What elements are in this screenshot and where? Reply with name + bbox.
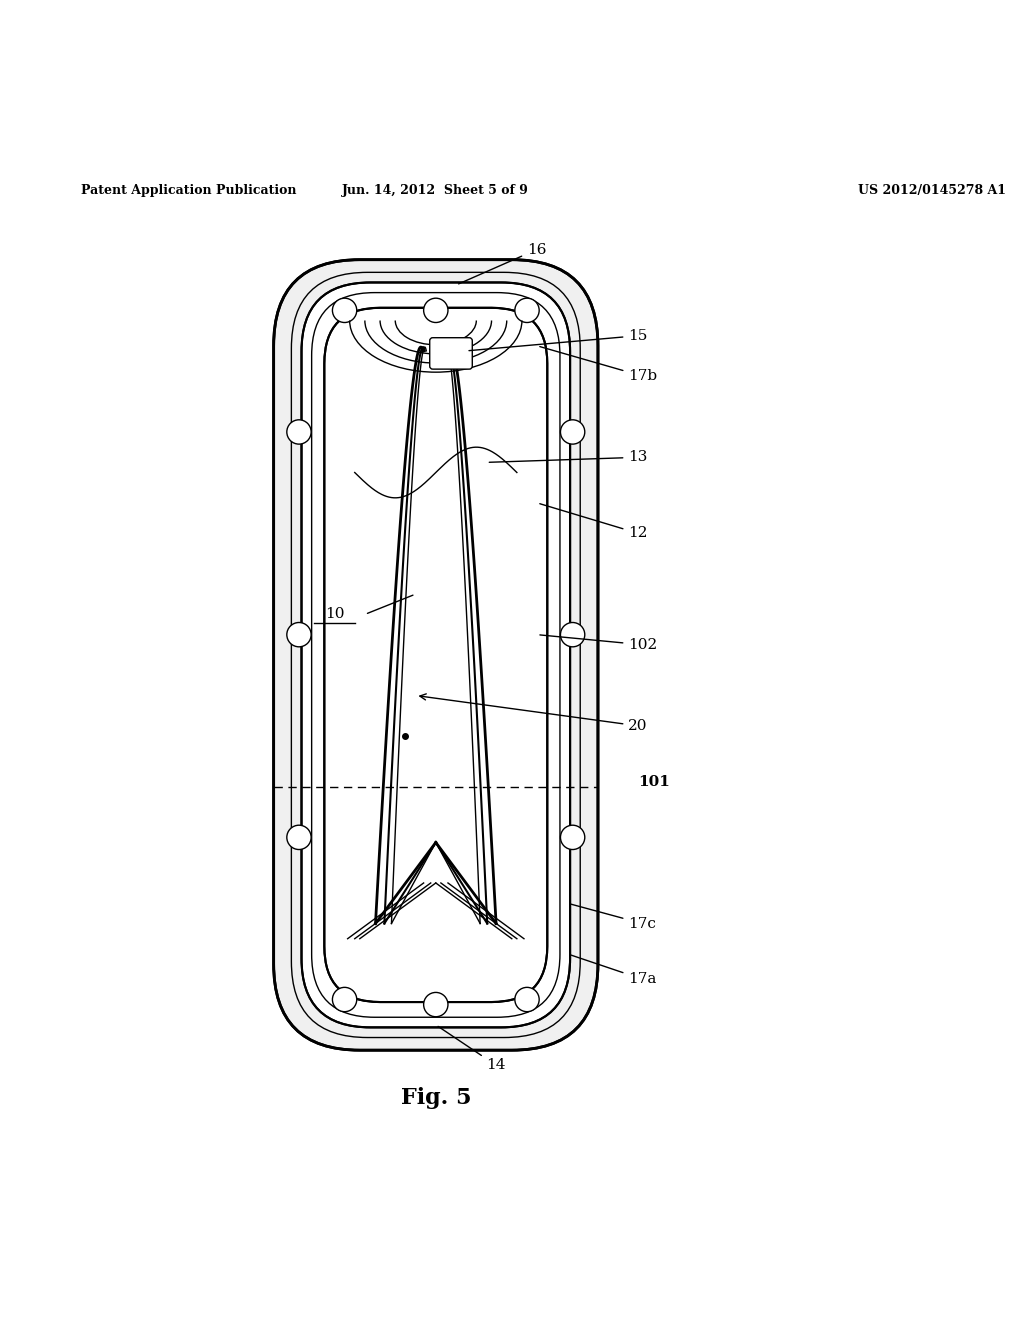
FancyBboxPatch shape bbox=[301, 282, 570, 1027]
Circle shape bbox=[424, 993, 447, 1016]
Text: 102: 102 bbox=[540, 635, 657, 652]
FancyBboxPatch shape bbox=[325, 308, 547, 1002]
Text: Patent Application Publication: Patent Application Publication bbox=[81, 185, 297, 197]
Text: Jun. 14, 2012  Sheet 5 of 9: Jun. 14, 2012 Sheet 5 of 9 bbox=[342, 185, 529, 197]
Circle shape bbox=[515, 987, 540, 1011]
Text: 16: 16 bbox=[459, 243, 547, 284]
FancyBboxPatch shape bbox=[430, 338, 472, 370]
Text: 14: 14 bbox=[438, 1027, 506, 1072]
Circle shape bbox=[287, 623, 311, 647]
Circle shape bbox=[560, 825, 585, 850]
Circle shape bbox=[515, 298, 540, 322]
Text: 12: 12 bbox=[540, 504, 648, 540]
Text: 10: 10 bbox=[325, 607, 344, 622]
Text: 15: 15 bbox=[469, 329, 648, 351]
Circle shape bbox=[560, 420, 585, 444]
Circle shape bbox=[560, 623, 585, 647]
FancyBboxPatch shape bbox=[273, 260, 598, 1051]
Circle shape bbox=[287, 825, 311, 850]
Circle shape bbox=[287, 420, 311, 444]
Text: 20: 20 bbox=[420, 694, 648, 733]
Circle shape bbox=[424, 298, 447, 322]
Text: 101: 101 bbox=[639, 775, 671, 788]
Circle shape bbox=[333, 298, 356, 322]
Circle shape bbox=[333, 987, 356, 1011]
Text: 17c: 17c bbox=[570, 904, 656, 931]
Text: 17b: 17b bbox=[540, 347, 657, 383]
Text: US 2012/0145278 A1: US 2012/0145278 A1 bbox=[858, 185, 1007, 197]
Text: 13: 13 bbox=[489, 450, 648, 465]
Text: Fig. 5: Fig. 5 bbox=[400, 1086, 471, 1109]
Text: 17a: 17a bbox=[570, 954, 656, 986]
